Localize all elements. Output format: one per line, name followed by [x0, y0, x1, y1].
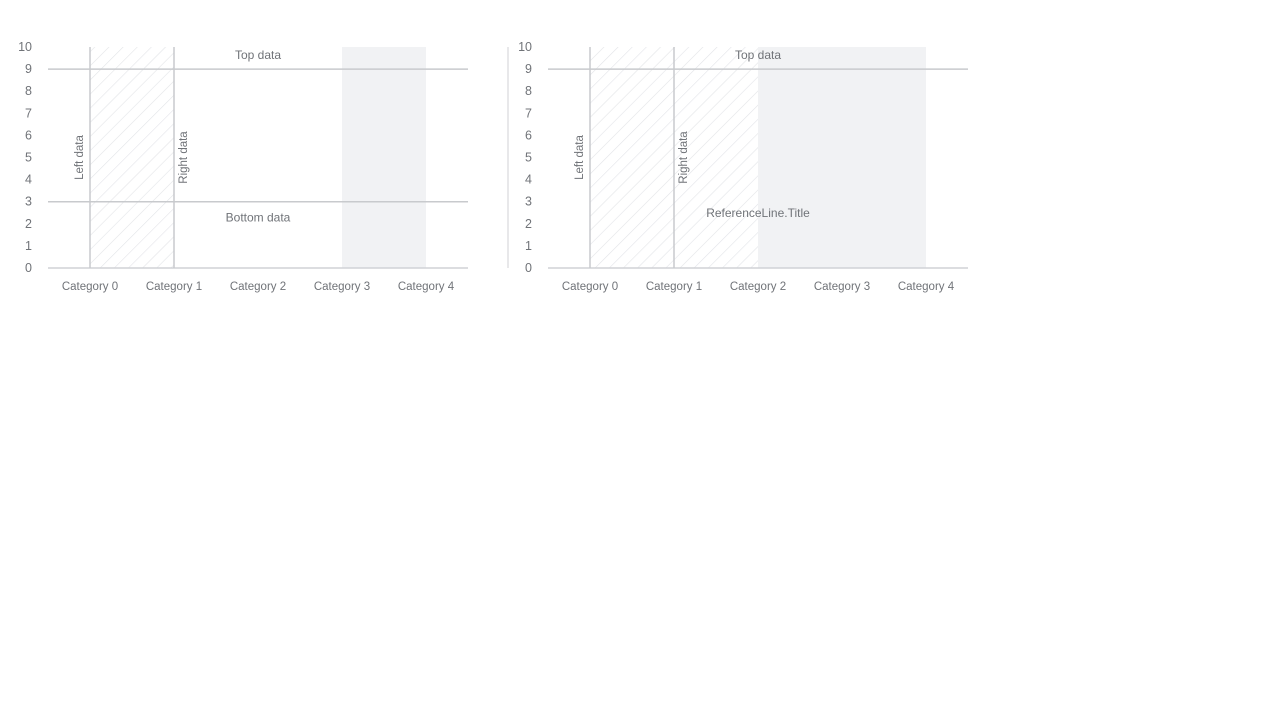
reference-line-label: Left data [574, 135, 586, 180]
y-tick-label: 10 [18, 40, 32, 54]
y-tick-label: 0 [525, 261, 532, 275]
x-tick-label: Category 0 [62, 281, 118, 293]
shaded-band [758, 47, 926, 268]
reference-line-label: Top data [235, 48, 281, 62]
reference-line-label: Top data [735, 48, 781, 62]
chart-left: Top data Bottom data Left data Right data 0 1… [18, 40, 468, 293]
reference-line-label: Right data [178, 131, 190, 184]
y-tick-label: 3 [25, 195, 32, 209]
y-tick-label: 5 [25, 151, 32, 165]
y-tick-label: 7 [25, 106, 32, 120]
y-tick-label: 1 [525, 239, 532, 253]
reference-line-title: ReferenceLine.Title [706, 206, 810, 220]
y-tick-label: 6 [25, 128, 32, 142]
y-tick-label: 8 [525, 84, 532, 98]
x-tick-label: Category 3 [314, 281, 370, 293]
y-tick-label: 5 [525, 151, 532, 165]
x-tick-label: Category 4 [898, 281, 955, 293]
x-tick-label: Category 2 [230, 281, 286, 293]
y-tick-label: 2 [25, 217, 32, 231]
y-tick-label: 9 [25, 62, 32, 76]
x-tick-label: Category 3 [814, 281, 870, 293]
y-tick-label: 7 [525, 106, 532, 120]
chart-right: Top data Left data Right data ReferenceLine… [507, 40, 968, 293]
reference-line-label: Right data [678, 131, 690, 184]
x-tick-label: Category 1 [646, 281, 702, 293]
y-tick-label: 10 [518, 40, 532, 54]
shaded-band [342, 47, 426, 268]
x-tick-label: Category 1 [146, 281, 202, 293]
y-tick-label: 4 [25, 173, 32, 187]
x-tick-label: Category 4 [398, 281, 455, 293]
y-tick-label: 6 [525, 128, 532, 142]
y-tick-label: 9 [525, 62, 532, 76]
y-tick-label: 3 [525, 195, 532, 209]
hatched-band [90, 47, 174, 268]
y-tick-label: 2 [525, 217, 532, 231]
y-tick-label: 4 [525, 173, 532, 187]
reference-line-label: Left data [74, 135, 86, 180]
reference-line-label: Bottom data [226, 211, 291, 225]
x-tick-label: Category 0 [562, 281, 618, 293]
y-tick-label: 0 [25, 261, 32, 275]
y-tick-label: 8 [25, 84, 32, 98]
x-tick-label: Category 2 [730, 281, 786, 293]
y-tick-label: 1 [25, 239, 32, 253]
